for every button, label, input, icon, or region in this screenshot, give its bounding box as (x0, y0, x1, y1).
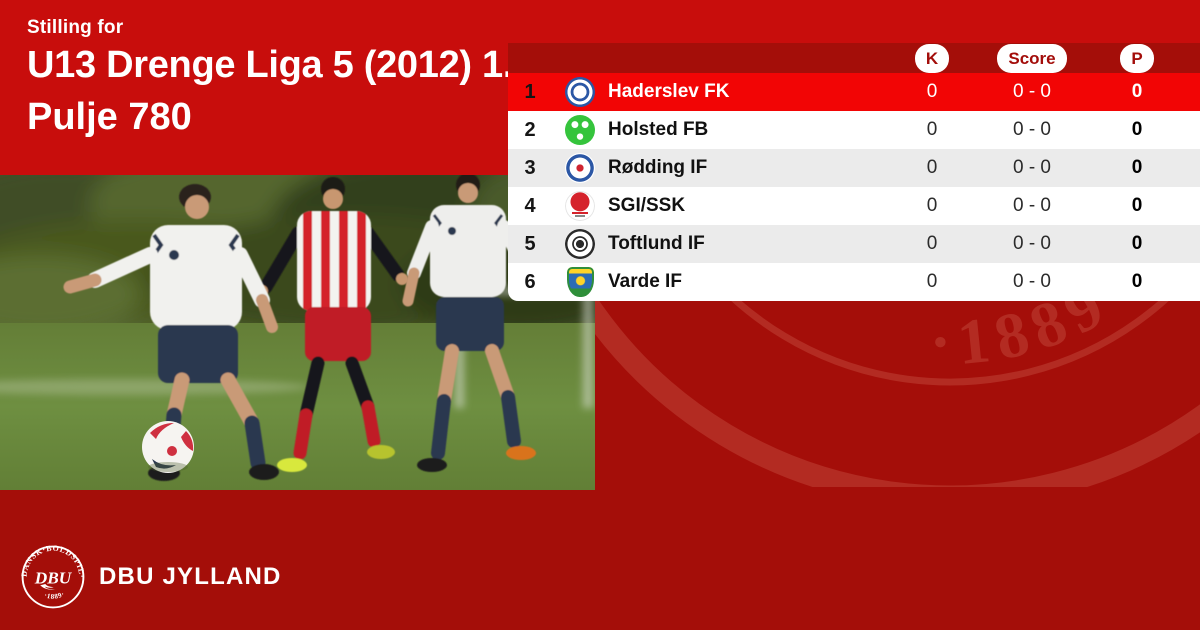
club-logo-cell (552, 267, 608, 297)
points-value: 0 (1131, 233, 1143, 254)
matches-value: 0 (926, 81, 938, 102)
match-photo-scene (0, 175, 595, 490)
matches-value: 0 (926, 195, 938, 216)
club-logo-cell (552, 191, 608, 221)
table-row: 5 Toftlund IF 0 0 - 0 0 (508, 225, 1200, 263)
svg-text:·1889·: ·1889· (910, 300, 1156, 392)
club-name: Haderslev FK (608, 81, 730, 102)
points-value: 0 (1131, 271, 1143, 292)
club-name: Rødding IF (608, 157, 708, 178)
column-header-p: P (1120, 43, 1154, 73)
column-header-k: K (914, 43, 950, 73)
points-value: 0 (1131, 81, 1143, 102)
row-position: 4 (524, 194, 536, 217)
points-value: 0 (1131, 119, 1143, 140)
club-name: Toftlund IF (608, 233, 705, 254)
row-position: 6 (524, 270, 536, 293)
table-row: 1 Haderslev FK 0 0 - 0 0 (508, 73, 1200, 111)
photo-player-middle (256, 177, 408, 472)
dbu-crest-watermark-icon: DANSK·BOLDSPIL·UNION ·1889· DBU (595, 300, 1200, 487)
club-logo-toftlund-if (565, 229, 595, 259)
club-logo-varde-if (566, 267, 594, 297)
row-position: 2 (524, 118, 536, 141)
score-value: 0 - 0 (1012, 195, 1052, 216)
club-logo-cell (552, 229, 608, 259)
club-logo-cell (552, 77, 608, 107)
points-value: 0 (1131, 157, 1143, 178)
dbu-crest-watermark: DANSK·BOLDSPIL·UNION ·1889· DBU (595, 300, 1200, 487)
footer-brand: DANSK·BOLDSPIL·UNION ·1889· DBU DBU JYLL… (21, 545, 282, 609)
score-value: 0 - 0 (1012, 271, 1052, 292)
club-logo-cell (552, 153, 608, 183)
table-row: 6 Varde IF 0 0 - 0 0 (508, 263, 1200, 301)
row-position: 1 (524, 80, 536, 103)
page-title-line2: Pulje 780 (27, 96, 192, 138)
photo-player-left (63, 184, 279, 481)
table-row: 2 Holsted FB 0 0 - 0 0 (508, 111, 1200, 149)
page-title-line1: U13 Drenge Liga 5 (2012) 1.. (27, 44, 524, 86)
standings-header-row: K Score P (508, 43, 1200, 73)
club-name: Holsted FB (608, 119, 709, 140)
table-row: 3 Rødding IF 0 0 - 0 0 (508, 149, 1200, 187)
photo-ball (142, 421, 194, 473)
club-logo-sgi-ssk (565, 191, 595, 221)
match-photo (0, 175, 595, 490)
svg-text:DBU: DBU (34, 568, 73, 587)
svg-text:·1889·: ·1889· (43, 590, 66, 601)
matches-value: 0 (926, 119, 938, 140)
eyebrow-label: Stilling for (27, 17, 124, 38)
standings-rows: 1 Haderslev FK 0 0 - 0 0 2 Holsted FB 0 … (508, 73, 1200, 301)
column-header-score: Score (997, 43, 1067, 73)
dbu-logo-icon: DANSK·BOLDSPIL·UNION ·1889· DBU (21, 545, 85, 609)
row-position: 3 (524, 156, 536, 179)
score-value: 0 - 0 (1012, 157, 1052, 178)
table-row: 4 SGI/SSK 0 0 - 0 0 (508, 187, 1200, 225)
score-value: 0 - 0 (1012, 81, 1052, 102)
club-logo-holsted-fb (565, 115, 595, 145)
matches-value: 0 (926, 157, 938, 178)
score-value: 0 - 0 (1012, 233, 1052, 254)
score-value: 0 - 0 (1012, 119, 1052, 140)
brand-name: DBU JYLLAND (99, 563, 282, 590)
club-name: SGI/SSK (608, 195, 686, 216)
matches-value: 0 (926, 233, 938, 254)
club-logo-haderslev-fk (565, 77, 595, 107)
row-position: 5 (524, 232, 536, 255)
club-name: Varde IF (608, 271, 682, 292)
standings-table: K Score P 1 Haderslev FK 0 0 - 0 0 2 Hol… (508, 43, 1200, 301)
points-value: 0 (1131, 195, 1143, 216)
title-block: Stilling for U13 Drenge Liga 5 (2012) 1.… (0, 0, 524, 175)
matches-value: 0 (926, 271, 938, 292)
club-logo-cell (552, 115, 608, 145)
club-logo-rodding-if (565, 153, 595, 183)
